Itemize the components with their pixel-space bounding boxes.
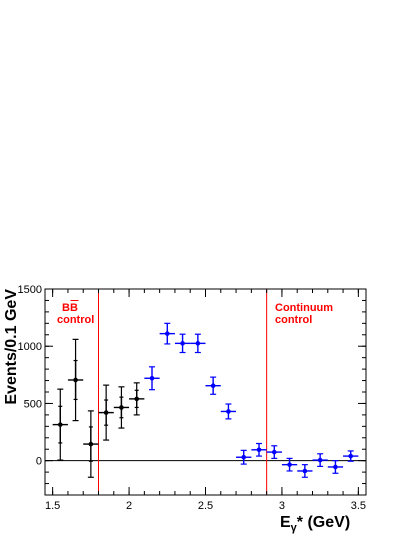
data-marker xyxy=(119,405,124,410)
data-marks-layer xyxy=(52,322,359,478)
data-point xyxy=(67,338,84,422)
data-point xyxy=(144,366,160,391)
x-tick-label: 2.5 xyxy=(198,500,213,512)
data-point xyxy=(312,453,328,467)
data-point xyxy=(297,464,313,478)
data-point xyxy=(343,450,359,462)
axis-ticks-layer xyxy=(45,288,366,496)
data-point xyxy=(113,386,130,429)
data-point xyxy=(266,445,282,459)
data-marker xyxy=(88,441,94,447)
x-tick-label: 3.5 xyxy=(351,500,366,512)
y-tick-label: 1000 xyxy=(18,341,42,353)
data-marker xyxy=(195,341,201,346)
data-marker xyxy=(149,375,155,381)
data-point xyxy=(236,449,252,465)
data-marker xyxy=(134,396,140,402)
data-marker xyxy=(302,468,308,474)
data-marker xyxy=(317,457,323,463)
data-marker xyxy=(210,383,216,389)
y-axis-title: Events/0.1 GeV xyxy=(3,289,20,405)
labels-layer: 1.5 2 2.5 3 3.5 0 500 1000 1500 Eγ* (GeV) Events/0… xyxy=(3,284,366,534)
y-tick-label: 1500 xyxy=(18,284,42,296)
x-axis-title: Eγ* (GeV) xyxy=(280,514,350,534)
continuum-control-label-line1: Continuum xyxy=(275,302,333,314)
data-point xyxy=(52,388,68,461)
data-point xyxy=(190,333,206,354)
data-point xyxy=(83,410,99,478)
data-marker xyxy=(226,409,231,414)
data-marker xyxy=(256,447,262,453)
data-marker xyxy=(333,464,338,470)
data-marker xyxy=(241,454,247,460)
data-point xyxy=(129,382,145,416)
data-marker xyxy=(348,453,354,459)
bb-control-label-line2: control xyxy=(57,314,94,326)
data-marker xyxy=(103,410,109,415)
continuum-control-label-line2: control xyxy=(275,314,312,326)
data-marker xyxy=(73,377,78,383)
data-point xyxy=(205,376,221,395)
y-tick-label: 500 xyxy=(24,398,42,410)
data-point xyxy=(220,403,237,420)
data-marker xyxy=(164,331,170,336)
x-tick-label: 1.5 xyxy=(45,500,60,512)
data-point xyxy=(174,333,191,354)
data-point xyxy=(327,460,344,474)
bb-control-label-line1: BB xyxy=(62,302,78,314)
data-marker xyxy=(287,462,292,467)
data-marker xyxy=(180,341,185,346)
data-point xyxy=(251,442,267,457)
data-point xyxy=(98,384,114,441)
y-tick-label: 0 xyxy=(36,456,42,468)
data-marker xyxy=(271,449,277,455)
data-point xyxy=(281,457,298,472)
data-marker xyxy=(57,422,63,427)
x-tick-label: 3 xyxy=(279,500,285,512)
data-point xyxy=(159,322,175,345)
x-tick-label: 2 xyxy=(126,500,132,512)
